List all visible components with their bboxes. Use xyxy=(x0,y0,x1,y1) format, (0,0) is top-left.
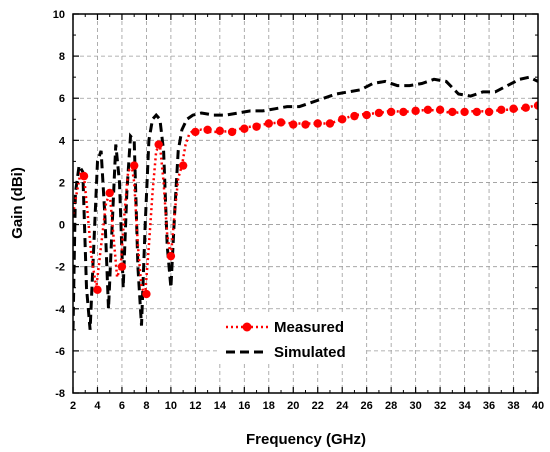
series-measured-point xyxy=(386,107,396,117)
y-axis-title: Gain (dBi) xyxy=(9,167,26,239)
x-tick-label: 32 xyxy=(434,400,446,412)
series-measured-point xyxy=(166,251,176,261)
y-tick-label: 2 xyxy=(59,177,65,189)
series-measured-point xyxy=(423,105,433,115)
series-measured-point xyxy=(117,262,127,271)
y-tick-label: -8 xyxy=(55,388,65,400)
y-tick-label: 0 xyxy=(59,220,65,232)
x-tick-label: 18 xyxy=(263,400,275,412)
series-measured-point xyxy=(93,285,102,295)
series-measured-point xyxy=(362,110,371,120)
grid-lines xyxy=(73,14,538,393)
legend: Measured Simulated xyxy=(218,312,366,364)
series-measured-point xyxy=(350,111,359,121)
axis-ticks xyxy=(72,13,539,394)
series-measured-point xyxy=(215,126,225,136)
series-measured-point xyxy=(105,188,114,198)
series-measured-point xyxy=(325,119,335,128)
y-tick-label: -4 xyxy=(55,304,66,316)
y-tick-label: 10 xyxy=(53,9,65,21)
series-measured-point xyxy=(484,107,494,117)
series-measured-point xyxy=(203,125,212,135)
x-tick-label: 10 xyxy=(165,400,177,412)
series-simulated-line xyxy=(73,75,538,330)
x-tick-label: 26 xyxy=(361,400,373,412)
x-tick-label: 36 xyxy=(483,400,495,412)
series-measured-point xyxy=(448,107,457,117)
x-tick-label: 16 xyxy=(238,400,250,412)
y-tick-labels: -8 -6 -4 -2 0 2 4 6 8 10 xyxy=(53,9,66,400)
x-tick-label: 38 xyxy=(507,400,519,412)
series-measured-point xyxy=(142,289,151,299)
series-measured-point xyxy=(227,127,237,137)
x-axis-title: Frequency (GHz) xyxy=(246,431,366,448)
x-tick-label: 4 xyxy=(94,400,101,412)
series-measured-point xyxy=(129,161,139,170)
y-tick-label: 4 xyxy=(59,135,66,147)
x-tick-label: 14 xyxy=(214,400,227,412)
x-tick-label: 2 xyxy=(70,400,76,412)
legend-box xyxy=(218,312,366,364)
y-tick-label: -6 xyxy=(55,346,65,358)
x-tick-label: 24 xyxy=(336,400,349,412)
legend-measured-marker xyxy=(242,322,252,332)
x-tick-labels: 2 4 6 8 10 12 14 16 18 20 22 24 26 28 30 32 34 36 38 40 xyxy=(70,400,544,412)
x-tick-label: 6 xyxy=(119,400,125,412)
series-measured-point xyxy=(521,103,530,112)
x-tick-label: 40 xyxy=(532,400,544,412)
x-tick-label: 22 xyxy=(312,400,324,412)
series-measured-point xyxy=(191,127,200,137)
series-measured-point xyxy=(313,119,322,128)
series-measured-point xyxy=(472,107,482,117)
series-measured-point xyxy=(460,107,469,117)
series-measured-point xyxy=(264,119,273,128)
series-measured-point xyxy=(289,120,298,129)
series-measured-point xyxy=(374,108,384,118)
series-measured-point xyxy=(178,161,188,170)
series-measured-point xyxy=(435,105,445,115)
series-measured-point xyxy=(399,107,408,117)
series-measured-point xyxy=(509,104,518,113)
series-measured-point xyxy=(411,106,420,116)
series-layer xyxy=(73,75,538,330)
series-measured-point xyxy=(276,118,286,127)
x-tick-label: 20 xyxy=(287,400,299,412)
series-measured-point xyxy=(240,124,249,133)
x-tick-label: 30 xyxy=(410,400,422,412)
x-tick-label: 28 xyxy=(385,400,397,412)
series-measured-point xyxy=(338,115,347,124)
series-measured-point xyxy=(252,122,261,131)
series-measured-point xyxy=(301,120,310,129)
legend-simulated-label: Simulated xyxy=(274,344,346,361)
legend-measured-label: Measured xyxy=(274,319,344,336)
x-tick-label: 8 xyxy=(143,400,149,412)
y-tick-label: 8 xyxy=(59,51,65,63)
series-measured-point xyxy=(497,105,506,115)
y-tick-label: -2 xyxy=(55,262,65,274)
series-measured-point xyxy=(533,101,538,110)
x-tick-label: 12 xyxy=(189,400,201,412)
x-tick-label: 34 xyxy=(458,400,471,412)
series-measured-point xyxy=(154,140,163,149)
series-measured-point xyxy=(79,171,89,181)
y-tick-label: 6 xyxy=(59,93,65,105)
